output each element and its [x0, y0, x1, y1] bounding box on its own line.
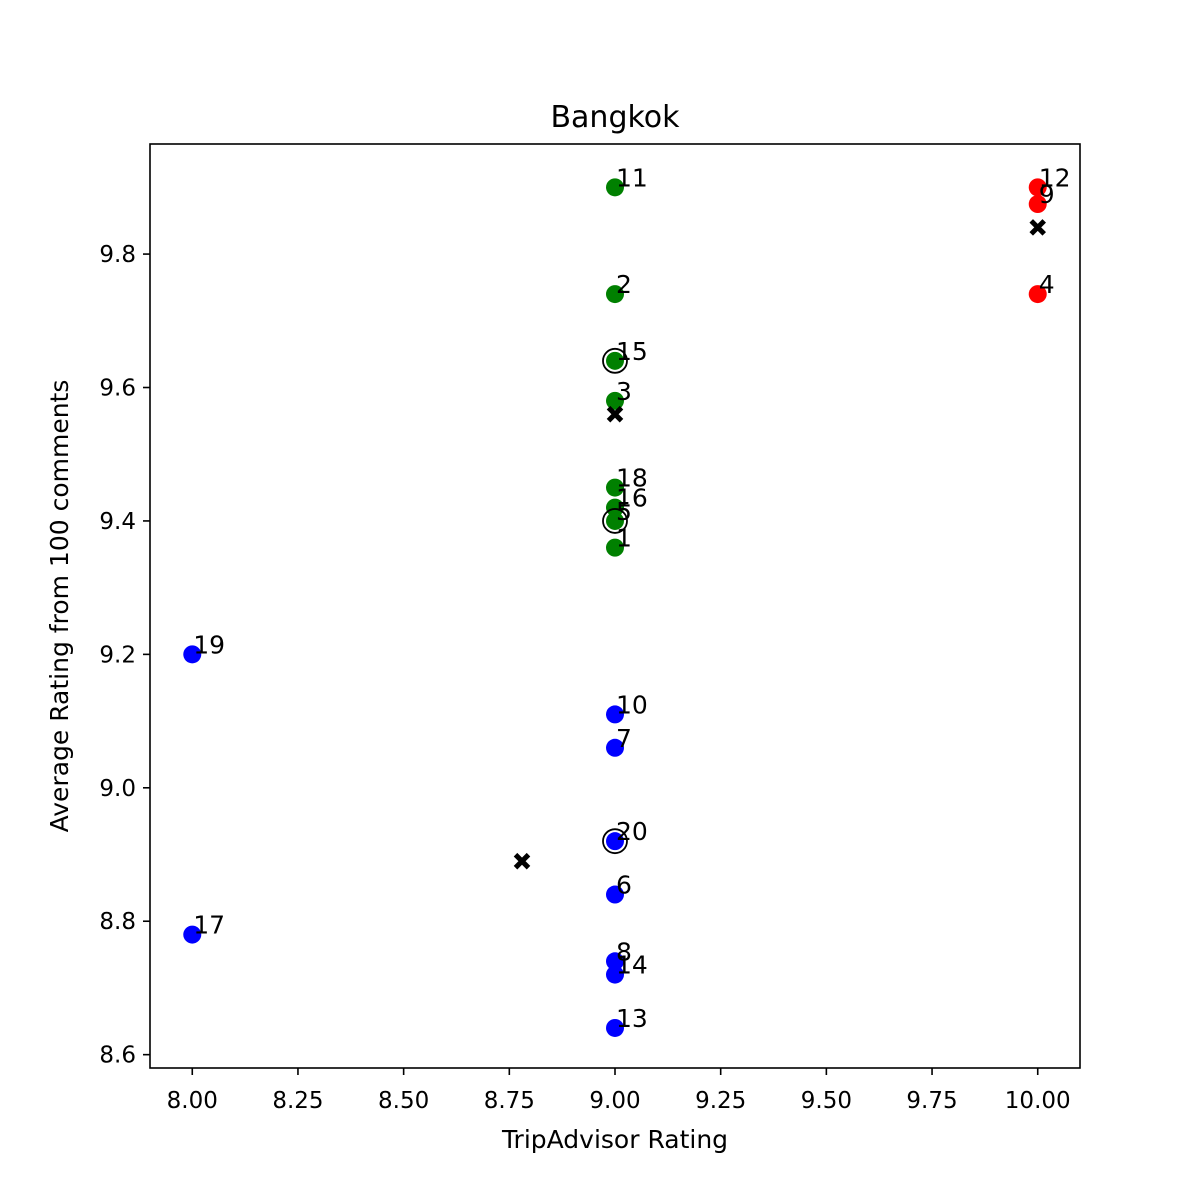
point-label: 9: [1039, 180, 1055, 209]
point-label: 6: [616, 871, 632, 900]
y-axis-ticks: 8.6 8.8 9.0 9.2 9.4 9.6 9.8: [99, 242, 150, 1069]
x-axis-ticks: 8.00 8.25 8.50 8.75 9.00 9.25 9.50 9.75 10.00: [167, 1068, 1071, 1114]
highlight-rings: [602, 347, 628, 855]
data-point: [606, 738, 624, 757]
point-label: 1: [616, 524, 632, 553]
data-point: [606, 285, 624, 304]
x-tick-label: 8.25: [272, 1088, 323, 1114]
x-tick-label: 9.75: [906, 1088, 957, 1114]
data-point: [606, 178, 624, 197]
data-point: [606, 1018, 624, 1037]
point-label: 16: [616, 484, 648, 513]
point-label: 5: [616, 497, 632, 526]
data-point: [183, 645, 202, 664]
data-point: [1028, 178, 1047, 197]
point-label: 2: [616, 270, 632, 299]
point-label: 20: [616, 817, 648, 846]
data-points: [183, 178, 1047, 1037]
point-label: 8: [616, 937, 632, 966]
data-point: [606, 351, 624, 370]
x-axis-label: TripAdvisor Rating: [501, 1125, 728, 1154]
point-label: 3: [616, 377, 632, 406]
data-point: [606, 498, 624, 517]
data-point: [606, 952, 624, 971]
chart-title: Bangkok: [550, 100, 680, 135]
centroid-marker: [606, 405, 624, 423]
point-label: 19: [193, 630, 225, 659]
data-point: [606, 885, 624, 904]
y-tick-label: 9.4: [99, 509, 136, 535]
point-label: 15: [616, 337, 648, 366]
data-point: [606, 511, 624, 530]
point-label: 11: [616, 163, 648, 192]
centroid-markers: [513, 219, 1046, 870]
y-tick-label: 9.8: [99, 242, 136, 268]
x-tick-label: 8.00: [167, 1088, 218, 1114]
data-point: [1028, 285, 1047, 304]
data-point: [606, 478, 624, 497]
y-tick-label: 9.0: [99, 776, 136, 802]
data-point: [606, 391, 624, 410]
y-tick-label: 8.6: [99, 1043, 136, 1069]
data-point: [183, 925, 202, 944]
point-label: 7: [616, 724, 632, 753]
y-tick-label: 9.2: [99, 642, 136, 668]
highlight-ring: [602, 347, 628, 374]
highlight-ring: [602, 508, 628, 534]
x-tick-label: 9.25: [695, 1088, 746, 1114]
point-label: 14: [616, 951, 648, 980]
plot-frame: [149, 143, 1081, 1069]
point-label: 4: [1039, 270, 1055, 299]
centroid-marker: [1029, 219, 1046, 236]
x-tick-label: 8.50: [378, 1088, 429, 1114]
x-tick-label: 9.00: [589, 1088, 640, 1114]
y-axis-label: Average Rating from 100 comments: [45, 380, 74, 833]
x-tick-label: 8.75: [484, 1088, 535, 1114]
point-label: 18: [616, 464, 648, 493]
point-label: 17: [193, 911, 225, 940]
data-point: [606, 538, 624, 557]
x-tick-label: 10.00: [1005, 1088, 1071, 1114]
x-tick-label: 9.50: [801, 1088, 852, 1114]
point-label: 13: [616, 1004, 648, 1033]
data-point: [606, 832, 624, 851]
data-point: [606, 705, 624, 724]
centroid-marker: [513, 852, 531, 870]
point-label: 12: [1039, 163, 1071, 192]
point-label: 10: [616, 690, 648, 719]
y-tick-label: 8.8: [99, 909, 136, 935]
y-tick-label: 9.6: [99, 376, 136, 402]
highlight-ring: [602, 828, 628, 855]
data-point: [606, 965, 624, 984]
data-point: [1028, 195, 1047, 214]
